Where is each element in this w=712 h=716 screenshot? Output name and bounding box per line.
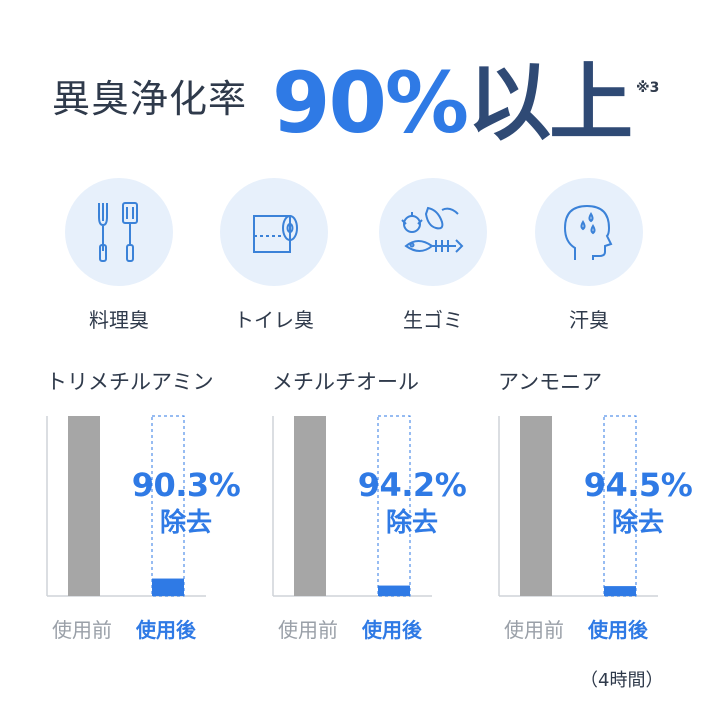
garbage-icon (379, 178, 487, 286)
removal-percent: 90.3% (131, 466, 241, 504)
headline-suffix: 以上 (467, 54, 633, 152)
odor-type-icons: 料理臭 トイレ臭 生ゴミ (0, 178, 712, 332)
headline-note: ※3 (636, 80, 660, 96)
removal-label: 除去 (159, 508, 212, 538)
removal-label: 除去 (385, 508, 438, 538)
chart-plot (46, 415, 206, 597)
bar-after (604, 586, 636, 596)
chart-plot (498, 415, 658, 597)
odor-item-cooking: 料理臭 (54, 178, 184, 333)
bar-before (520, 416, 552, 596)
odor-label-cooking: 料理臭 (89, 308, 149, 332)
x-label-after: 使用後 (136, 618, 196, 642)
odor-item-garbage: 生ゴミ (368, 178, 498, 333)
chart-title: トリメチルアミン (46, 370, 214, 394)
bar-after (378, 585, 410, 596)
x-label-after: 使用後 (362, 618, 422, 642)
headline: 異臭浄化率 90%以上 ※3 (0, 0, 712, 152)
x-label-after: 使用後 (588, 618, 648, 642)
odor-label-garbage: 生ゴミ (403, 308, 463, 332)
cooking-utensils-icon (65, 178, 173, 286)
chart-trimethylamine: トリメチルアミン 90.3% 除去 使用前 使用後 (46, 366, 246, 646)
chart-title: アンモニア (498, 370, 603, 394)
chart-plot (272, 415, 432, 597)
headline-percent: 90% (272, 54, 469, 152)
chart-methylthiol: メチルチオール 94.2% 除去 使用前 使用後 (272, 366, 472, 646)
toilet-paper-icon (220, 178, 328, 286)
removal-percent: 94.2% (357, 466, 467, 504)
footnote: （4時間） (580, 670, 664, 691)
odor-label-sweat: 汗臭 (569, 308, 609, 332)
x-label-before: 使用前 (504, 618, 564, 642)
chart-title: メチルチオール (272, 370, 419, 394)
odor-item-toilet: トイレ臭 (209, 178, 339, 333)
headline-value: 90%以上 (272, 36, 633, 157)
sweat-head-icon (535, 178, 643, 286)
x-label-before: 使用前 (278, 618, 338, 642)
odor-item-sweat: 汗臭 (524, 178, 654, 333)
odor-label-toilet: トイレ臭 (234, 308, 314, 332)
bar-before (294, 416, 326, 596)
x-label-before: 使用前 (52, 618, 112, 642)
removal-percent: 94.5% (583, 466, 693, 504)
chart-ammonia: アンモニア 94.5% 除去 使用前 使用後 (498, 366, 698, 646)
headline-label: 異臭浄化率 (52, 77, 248, 121)
removal-label: 除去 (611, 508, 664, 538)
bar-after (152, 578, 184, 596)
bar-before (68, 416, 100, 596)
